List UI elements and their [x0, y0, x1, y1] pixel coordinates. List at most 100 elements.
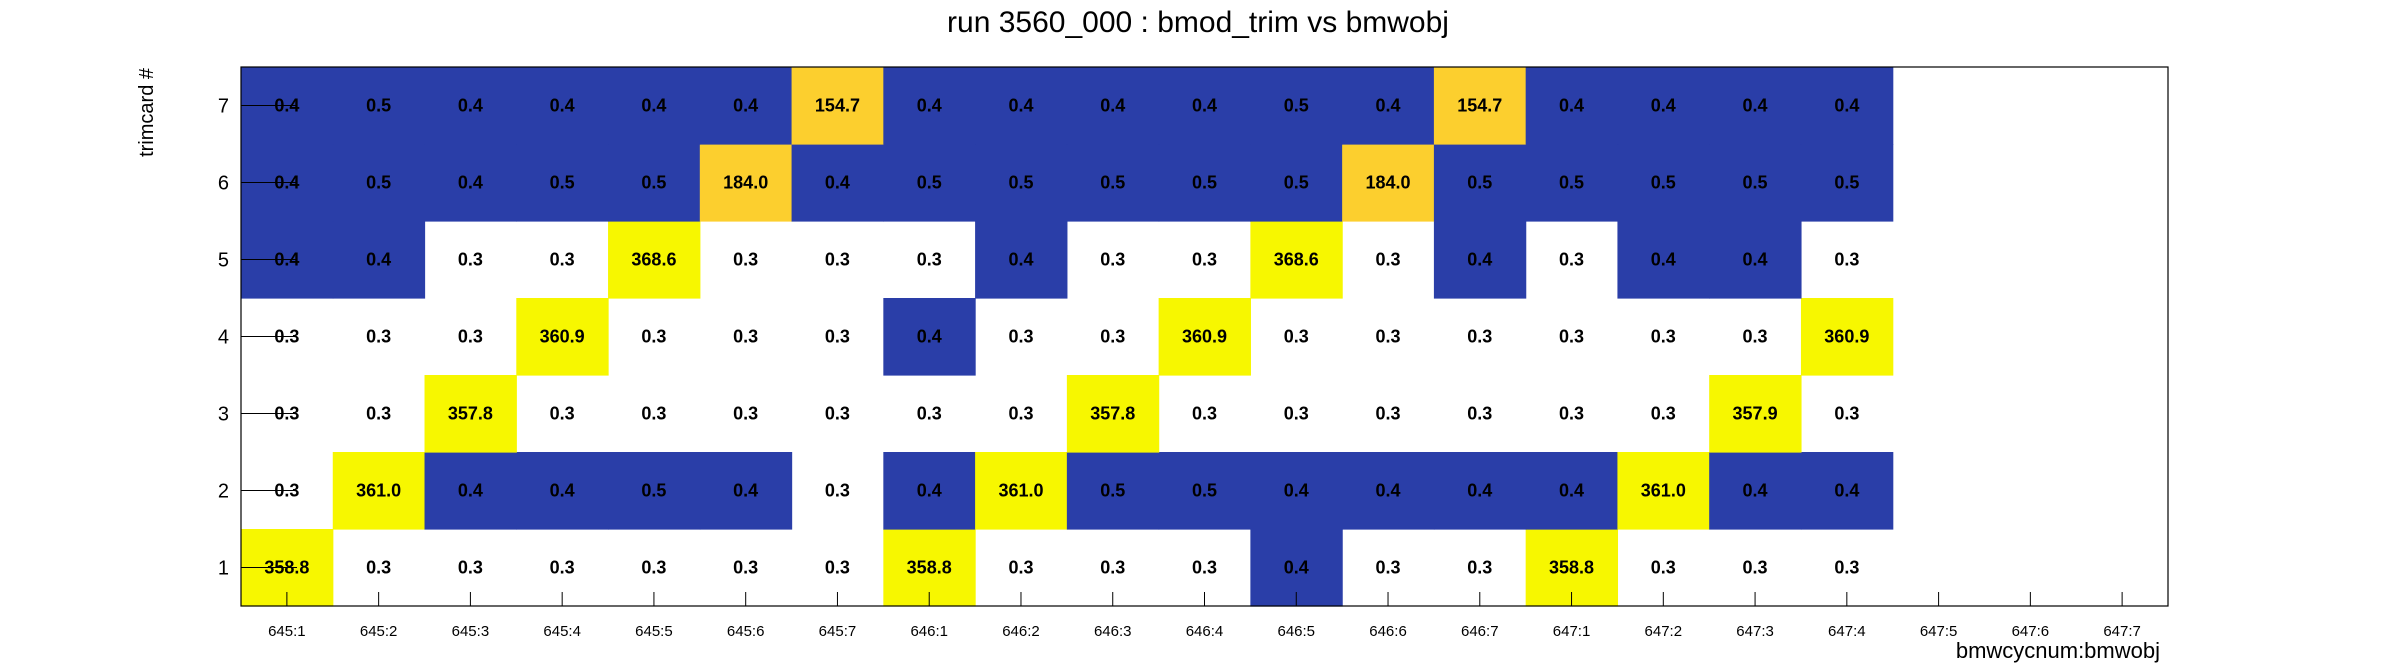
heatmap-cell [699, 67, 793, 145]
cell-value-label: 0.3 [366, 558, 391, 578]
cell-value-label: 358.8 [907, 558, 952, 578]
heatmap-cell [424, 375, 517, 453]
cell-value-label: 0.3 [458, 558, 483, 578]
cell-value-label: 0.4 [366, 250, 391, 270]
cell-value-label: 0.5 [366, 96, 391, 116]
heatmap-cell [608, 452, 701, 530]
heatmap-cell [1800, 144, 1894, 222]
cell-value-label: 0.3 [1467, 558, 1492, 578]
x-tick-label: 645:4 [543, 623, 581, 640]
cell-value-label: 0.5 [1467, 173, 1492, 193]
y-tick-label: 4 [218, 327, 229, 349]
x-tick-label: 645:2 [360, 623, 398, 640]
y-tick-label: 2 [218, 481, 229, 503]
cell-value-label: 0.3 [1651, 558, 1676, 578]
heatmap-cell [1342, 452, 1435, 530]
heatmap-cell [1433, 144, 1527, 222]
heatmap-cell [1709, 221, 1802, 299]
heatmap-cell [516, 298, 609, 376]
x-tick-label: 647:6 [2012, 623, 2050, 640]
x-tick-label: 646:2 [1002, 623, 1040, 640]
heatmap-cell [699, 452, 793, 530]
cell-value-label: 0.4 [458, 481, 483, 501]
cell-value-label: 358.8 [1549, 558, 1594, 578]
heatmap-cell [1525, 144, 1619, 222]
cell-value-label: 0.3 [1376, 327, 1401, 347]
cell-value-label: 0.4 [1651, 250, 1676, 270]
cell-value-label: 0.4 [1559, 96, 1584, 116]
cell-value-label: 0.3 [550, 250, 575, 270]
cell-value-label: 0.3 [825, 404, 850, 424]
heatmap-cell [1250, 144, 1343, 222]
heatmap-cell [1250, 67, 1343, 145]
heatmap-cell [975, 144, 1068, 222]
cell-value-label: 0.3 [733, 558, 758, 578]
cell-value-label: 0.3 [825, 327, 850, 347]
cell-value-label: 0.4 [733, 481, 758, 501]
cell-value-label: 360.9 [1824, 327, 1869, 347]
cell-value-label: 0.5 [1834, 173, 1859, 193]
cell-value-label: 0.4 [1284, 481, 1309, 501]
x-tick-label: 647:1 [1553, 623, 1591, 640]
heatmap-cell [332, 452, 426, 530]
cell-value-label: 0.4 [1743, 481, 1768, 501]
cell-value-label: 0.5 [366, 173, 391, 193]
heatmap-cell [424, 144, 517, 222]
cell-value-label: 0.4 [1651, 96, 1676, 116]
heatmap-cell [791, 67, 884, 145]
cell-value-label: 0.4 [1192, 96, 1217, 116]
cell-value-label: 0.3 [1376, 250, 1401, 270]
cell-value-label: 0.3 [1467, 327, 1492, 347]
cell-value-label: 0.3 [1100, 327, 1125, 347]
cell-value-label: 154.7 [815, 96, 860, 116]
y-tick-label: 1 [218, 558, 229, 580]
cell-value-label: 0.4 [1743, 250, 1768, 270]
cell-value-label: 184.0 [723, 173, 768, 193]
heatmap-cell [1709, 144, 1802, 222]
x-tick-label: 646:7 [1461, 623, 1499, 640]
heatmap-cell [1066, 67, 1160, 145]
heatmap-cell [1800, 298, 1894, 376]
heatmap-cell [516, 144, 609, 222]
cell-value-label: 0.3 [733, 404, 758, 424]
heatmap-cell [608, 221, 701, 299]
heatmap-cell [1250, 452, 1343, 530]
cell-value-label: 0.4 [1008, 96, 1033, 116]
cell-value-label: 0.4 [1376, 96, 1401, 116]
x-tick-label: 646:6 [1369, 623, 1407, 640]
y-tick-label: 5 [218, 250, 229, 272]
cell-value-label: 0.3 [1008, 558, 1033, 578]
cell-value-label: 0.3 [1834, 404, 1859, 424]
heatmap-cell [1709, 375, 1802, 453]
cell-value-label: 0.3 [1559, 250, 1584, 270]
cell-value-label: 0.3 [1008, 404, 1033, 424]
heatmap-cell [1709, 452, 1802, 530]
x-tick-label: 647:7 [2103, 623, 2141, 640]
cell-value-label: 0.3 [825, 250, 850, 270]
heatmap-cell [1066, 452, 1160, 530]
y-tick-label: 6 [218, 173, 229, 195]
heatmap-cell [1342, 67, 1435, 145]
heatmap-cell [516, 452, 609, 530]
cell-value-label: 0.3 [825, 481, 850, 501]
heatmap-cell [1158, 452, 1251, 530]
cell-value-label: 0.4 [1467, 250, 1492, 270]
cell-value-label: 0.4 [1008, 250, 1033, 270]
cell-value-label: 0.4 [550, 481, 575, 501]
chart-title: run 3560_000 : bmod_trim vs bmwobj [947, 6, 1449, 39]
cell-value-label: 0.3 [1192, 250, 1217, 270]
cell-value-label: 0.3 [550, 558, 575, 578]
x-tick-label: 647:3 [1736, 623, 1774, 640]
cell-value-label: 0.4 [641, 96, 666, 116]
cell-value-label: 0.3 [1651, 327, 1676, 347]
cell-value-label: 0.5 [550, 173, 575, 193]
cell-value-label: 0.3 [641, 404, 666, 424]
heatmap-cell [883, 298, 976, 376]
cell-value-label: 0.4 [550, 96, 575, 116]
cell-value-label: 0.5 [1284, 173, 1309, 193]
cell-value-label: 0.5 [1284, 96, 1309, 116]
cell-value-label: 0.3 [458, 250, 483, 270]
y-axis-ticks: 1 2 3 4 5 6 7 [218, 96, 297, 580]
cell-value-label: 0.4 [1834, 481, 1859, 501]
heatmap-cell [1158, 298, 1251, 376]
